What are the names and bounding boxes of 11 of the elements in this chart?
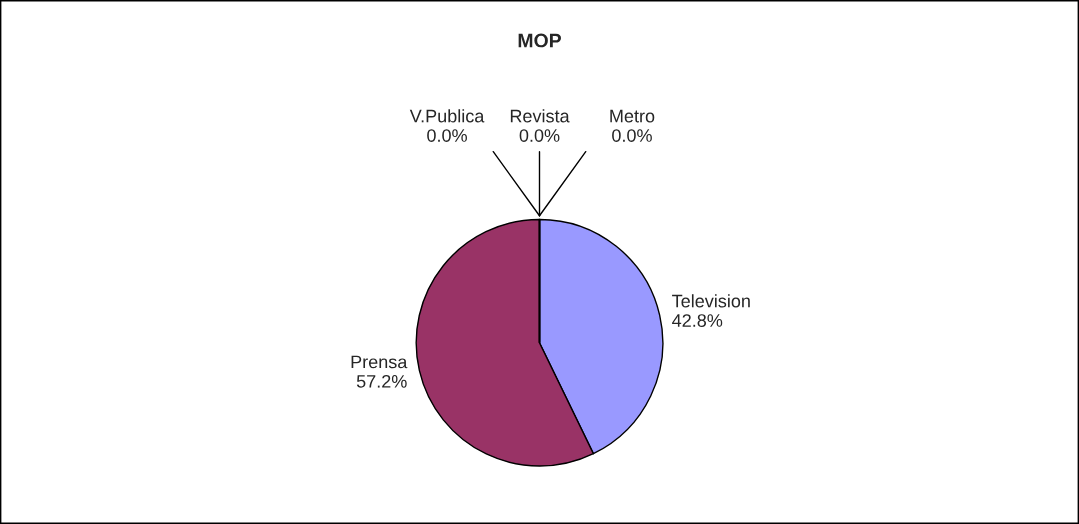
category-label: V.Publica [409, 109, 485, 123]
category-label: Revista [510, 109, 570, 123]
data-label: 57.2% [356, 374, 407, 388]
slice-label: Television [672, 294, 750, 308]
text: 0.0% [519, 129, 560, 142]
text: 0.0% [612, 129, 652, 142]
data-label: 42.8% [672, 314, 723, 327]
chart-title: MOP [518, 33, 561, 48]
category-label: Metro [610, 109, 655, 123]
text: 0.0% [427, 129, 467, 142]
slice-label: Prensa [351, 355, 408, 369]
